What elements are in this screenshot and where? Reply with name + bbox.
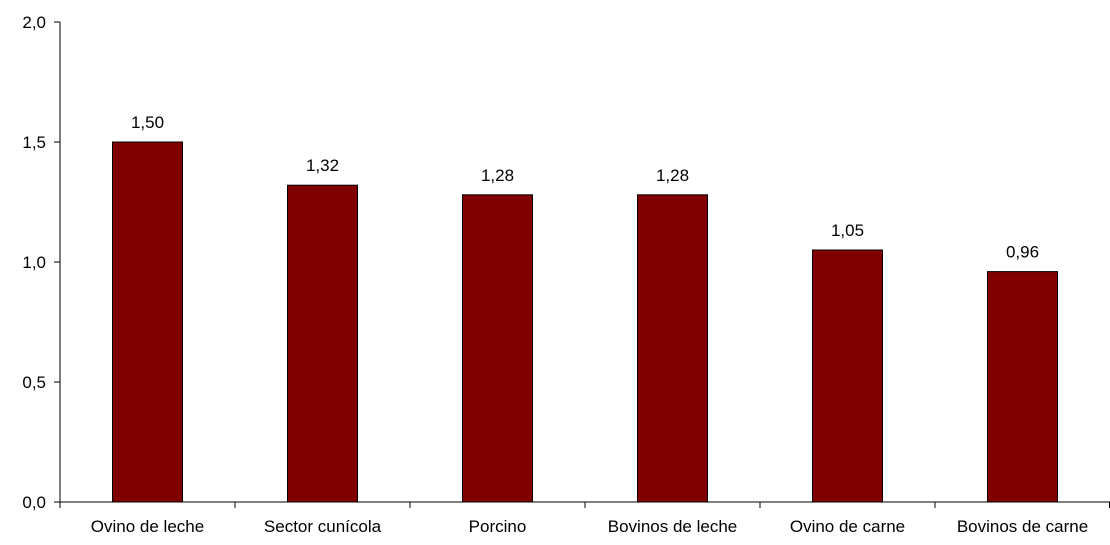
bars: 1,50 1,32 1,28 1,28 1,05 0,96 [112, 113, 1058, 503]
bar [637, 194, 708, 503]
x-tick-label: Sector cunícola [264, 517, 382, 536]
bar [287, 184, 358, 503]
x-tick-label: Bovinos de leche [608, 517, 737, 536]
x-tick-label: Bovinos de carne [957, 517, 1088, 536]
y-tick-label: 0,0 [22, 493, 46, 512]
data-label: 1,32 [306, 156, 339, 175]
x-tick-label: Ovino de leche [91, 517, 204, 536]
data-label: 1,28 [481, 166, 514, 185]
data-label: 1,05 [831, 221, 864, 240]
y-tick-label: 0,5 [22, 373, 46, 392]
bar [812, 249, 883, 503]
bar [987, 271, 1058, 503]
data-label: 0,96 [1006, 243, 1039, 262]
bar [112, 141, 183, 503]
data-label: 1,28 [656, 166, 689, 185]
y-axis: 0,0 0,5 1,0 1,5 2,0 [22, 13, 61, 512]
x-axis: Ovino de leche Sector cunícola Porcino Bovi… [59, 501, 1110, 536]
data-label: 1,50 [131, 113, 164, 132]
y-tick-label: 1,0 [22, 253, 46, 272]
bar [462, 194, 533, 503]
y-tick-label: 2,0 [22, 13, 46, 32]
x-tick-label: Porcino [469, 517, 527, 536]
y-tick-label: 1,5 [22, 133, 46, 152]
x-tick-label: Ovino de carne [790, 517, 905, 536]
